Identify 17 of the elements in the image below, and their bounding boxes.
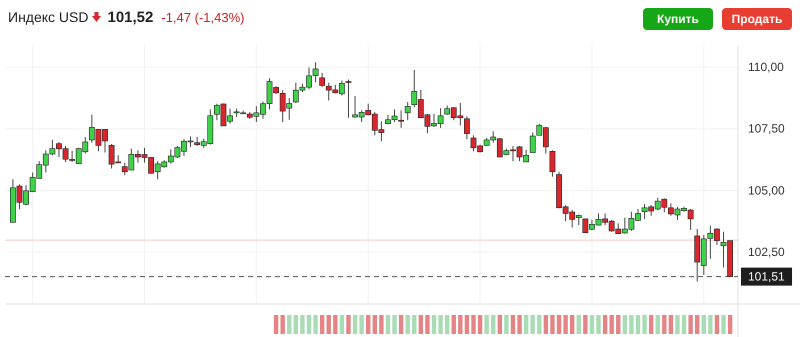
- ref-line-label: 101,51: [748, 270, 786, 284]
- candlestick: [550, 150, 556, 178]
- candlestick: [464, 116, 470, 140]
- text: Продать: [732, 12, 782, 26]
- candlestick: [530, 132, 536, 154]
- text: -1,47 (-1,43%): [161, 10, 244, 25]
- candlestick: [346, 79, 352, 118]
- y-tick-label: 105,00: [748, 183, 786, 198]
- candlestick: [319, 72, 326, 88]
- candlestick: [398, 110, 404, 128]
- y-tick-label: 107,50: [748, 122, 786, 136]
- chart-title: Индекс USD: [8, 9, 88, 25]
- text: 101,52: [107, 9, 154, 26]
- candlestick: [404, 101, 411, 121]
- y-tick-label: 110,00: [748, 60, 784, 74]
- text: Купить: [657, 12, 699, 26]
- y-tick-label: 102,50: [748, 245, 786, 260]
